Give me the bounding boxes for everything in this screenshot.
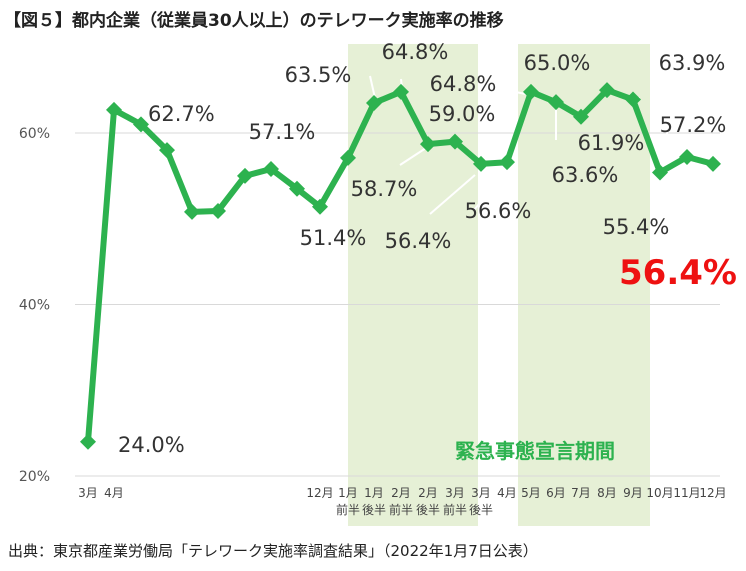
leader-line — [479, 101, 504, 116]
data-point — [210, 203, 226, 220]
data-label: 51.4% — [300, 226, 367, 250]
x-tick-label: 1月 — [364, 486, 384, 500]
data-point — [393, 83, 409, 100]
data-label: 65.0% — [524, 51, 591, 75]
emergency-band-2 — [518, 44, 650, 526]
data-label: 63.6% — [552, 163, 619, 187]
data-point — [263, 161, 279, 178]
x-tick-label: 3月 — [471, 486, 491, 500]
data-markers — [80, 82, 721, 450]
data-label: 57.1% — [249, 120, 316, 144]
data-label: 58.7% — [351, 177, 418, 201]
emergency-period-bands — [348, 44, 650, 526]
data-labels: 24.0% 62.7% 51.4% 57.1% 63.5% 64.8% 58.7% 59.0%… — [118, 40, 737, 457]
leader-line — [473, 174, 504, 211]
data-point — [599, 82, 615, 99]
data-label: 62.7% — [148, 102, 215, 126]
x-tick-sublabel: 前半 — [389, 502, 413, 517]
emergency-band-1 — [348, 44, 478, 526]
data-point — [573, 108, 589, 125]
x-tick-sublabel: 後半 — [362, 503, 386, 517]
x-tick-label: 11月 — [673, 486, 700, 500]
x-tick-label: 2月 — [391, 486, 411, 500]
data-label: 56.4% — [385, 229, 452, 253]
data-point — [366, 94, 382, 111]
data-point — [237, 167, 253, 184]
x-tick-sublabel: 前半 — [443, 502, 467, 517]
data-point — [80, 433, 96, 450]
data-label: 57.2% — [660, 113, 727, 137]
data-point — [312, 198, 328, 215]
data-point — [184, 203, 200, 220]
gridlines — [75, 132, 720, 477]
source-note: 出典：東京都産業労働局「テレワーク実施率調査結果」（2022年1月7日公表） — [8, 542, 538, 560]
data-point — [159, 142, 175, 159]
x-tick-label: 12月 — [306, 486, 333, 500]
line-chart: 20%40%60% 3月 4月 12月 1月前半1月後半2月前半2月後半3月前半3月後… — [19, 40, 737, 526]
data-point — [705, 155, 721, 172]
leader-line — [369, 75, 376, 99]
x-tick-label: 4月 — [104, 486, 124, 500]
x-tick-label: 8月 — [597, 486, 617, 500]
data-point — [447, 133, 463, 150]
data-point — [106, 101, 122, 118]
x-tick-label: 2月 — [418, 486, 438, 500]
data-point — [548, 94, 564, 111]
data-point — [420, 136, 436, 153]
data-point — [473, 155, 489, 172]
x-tick-sublabel: 前半 — [336, 502, 360, 517]
x-tick-label: 5月 — [521, 486, 541, 500]
data-label: 24.0% — [118, 433, 185, 457]
data-point — [340, 149, 356, 166]
x-tick-sublabel: 後半 — [416, 503, 440, 517]
data-label: 56.6% — [465, 199, 532, 223]
data-point — [499, 154, 515, 171]
chart-title: 【図５】都内企業（従業員30人以上）のテレワーク実施率の推移 — [4, 11, 504, 31]
data-point — [133, 116, 149, 133]
x-tick-label: 1月 — [338, 486, 358, 500]
x-tick-label: 6月 — [546, 486, 566, 500]
x-tick-label: 3月 — [78, 486, 98, 500]
x-tick-label: 10月 — [646, 486, 673, 500]
data-label: 64.8% — [382, 40, 449, 64]
data-point — [625, 91, 641, 108]
y-axis: 20% 40% 60% — [19, 126, 50, 485]
leader-lines — [369, 75, 714, 238]
data-point — [523, 83, 539, 100]
x-tick-label: 7月 — [571, 486, 591, 500]
x-tick-label: 12月 — [699, 486, 726, 500]
leader-line — [679, 167, 714, 238]
y-tick-label: 40% — [19, 298, 50, 314]
period-label-group: 緊急事態宣言期間 — [455, 439, 615, 463]
x-tick-sublabel: 後半 — [469, 503, 493, 517]
y-tick-label: 20% — [19, 469, 50, 485]
data-label: 61.9% — [578, 131, 645, 155]
leader-line — [399, 147, 427, 166]
x-tick-label: 3月 — [445, 486, 465, 500]
data-point — [679, 149, 695, 166]
leader-line — [659, 109, 672, 173]
data-label: 59.0% — [429, 102, 496, 126]
x-tick-label: 4月 — [497, 486, 517, 500]
data-point — [289, 180, 305, 197]
leader-line — [429, 174, 476, 215]
x-tick-label: 9月 — [623, 486, 643, 500]
emergency-period-label: 緊急事態宣言期間 — [455, 439, 615, 463]
data-label: 63.9% — [659, 51, 726, 75]
data-label: 55.4% — [603, 215, 670, 239]
y-tick-label: 60% — [19, 126, 50, 142]
data-point — [652, 164, 668, 181]
data-label: 64.8% — [430, 72, 497, 96]
latest-value-label: 56.4% — [619, 253, 737, 293]
data-label: 63.5% — [285, 63, 352, 87]
